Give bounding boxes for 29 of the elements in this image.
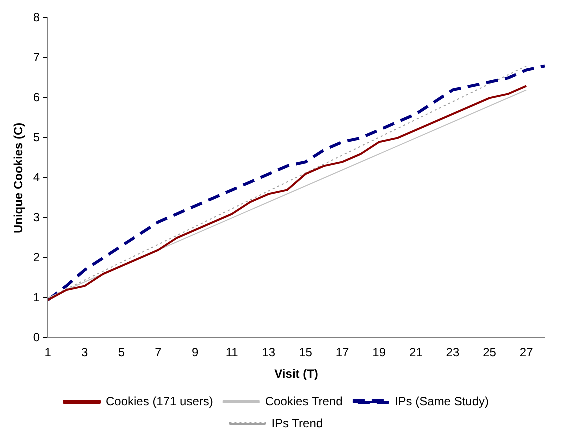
legend-label: IPs (Same Study) xyxy=(394,394,490,408)
x-tick-label: 5 xyxy=(118,346,126,360)
x-tick-label: 13 xyxy=(262,346,276,360)
y-tick-label: 1 xyxy=(33,290,40,305)
x-tick-label: 1 xyxy=(44,346,52,360)
x-tick-label: 21 xyxy=(409,346,424,360)
x-tick-label: 23 xyxy=(446,346,460,360)
x-tick-label: 7 xyxy=(155,346,162,360)
x-tick-label: 19 xyxy=(372,346,386,360)
y-tick-label: 3 xyxy=(33,210,40,225)
x-tick-label: 17 xyxy=(336,346,350,360)
x-tick-label: 3 xyxy=(82,346,89,360)
x-tick-label: 11 xyxy=(226,346,239,360)
x-tick-label: 9 xyxy=(192,346,199,360)
y-axis-title: Unique Cookies (C) xyxy=(12,122,26,234)
x-tick-label: 15 xyxy=(299,346,313,360)
y-tick-label: 5 xyxy=(33,130,40,145)
legend-label: Cookies (171 users) xyxy=(106,394,214,408)
y-tick-label: 7 xyxy=(33,50,40,65)
x-tick-label: 27 xyxy=(520,346,534,360)
y-tick-label: 8 xyxy=(33,10,40,25)
legend-label: Cookies Trend xyxy=(265,394,343,408)
y-tick-label: 0 xyxy=(33,330,40,345)
legend-label: IPs Trend xyxy=(272,416,324,430)
x-tick-label: 25 xyxy=(483,346,497,360)
y-tick-label: 6 xyxy=(33,90,40,105)
y-tick-label: 4 xyxy=(33,170,40,185)
y-tick-label: 2 xyxy=(33,250,40,265)
x-axis-title: Visit (T) xyxy=(274,367,318,382)
